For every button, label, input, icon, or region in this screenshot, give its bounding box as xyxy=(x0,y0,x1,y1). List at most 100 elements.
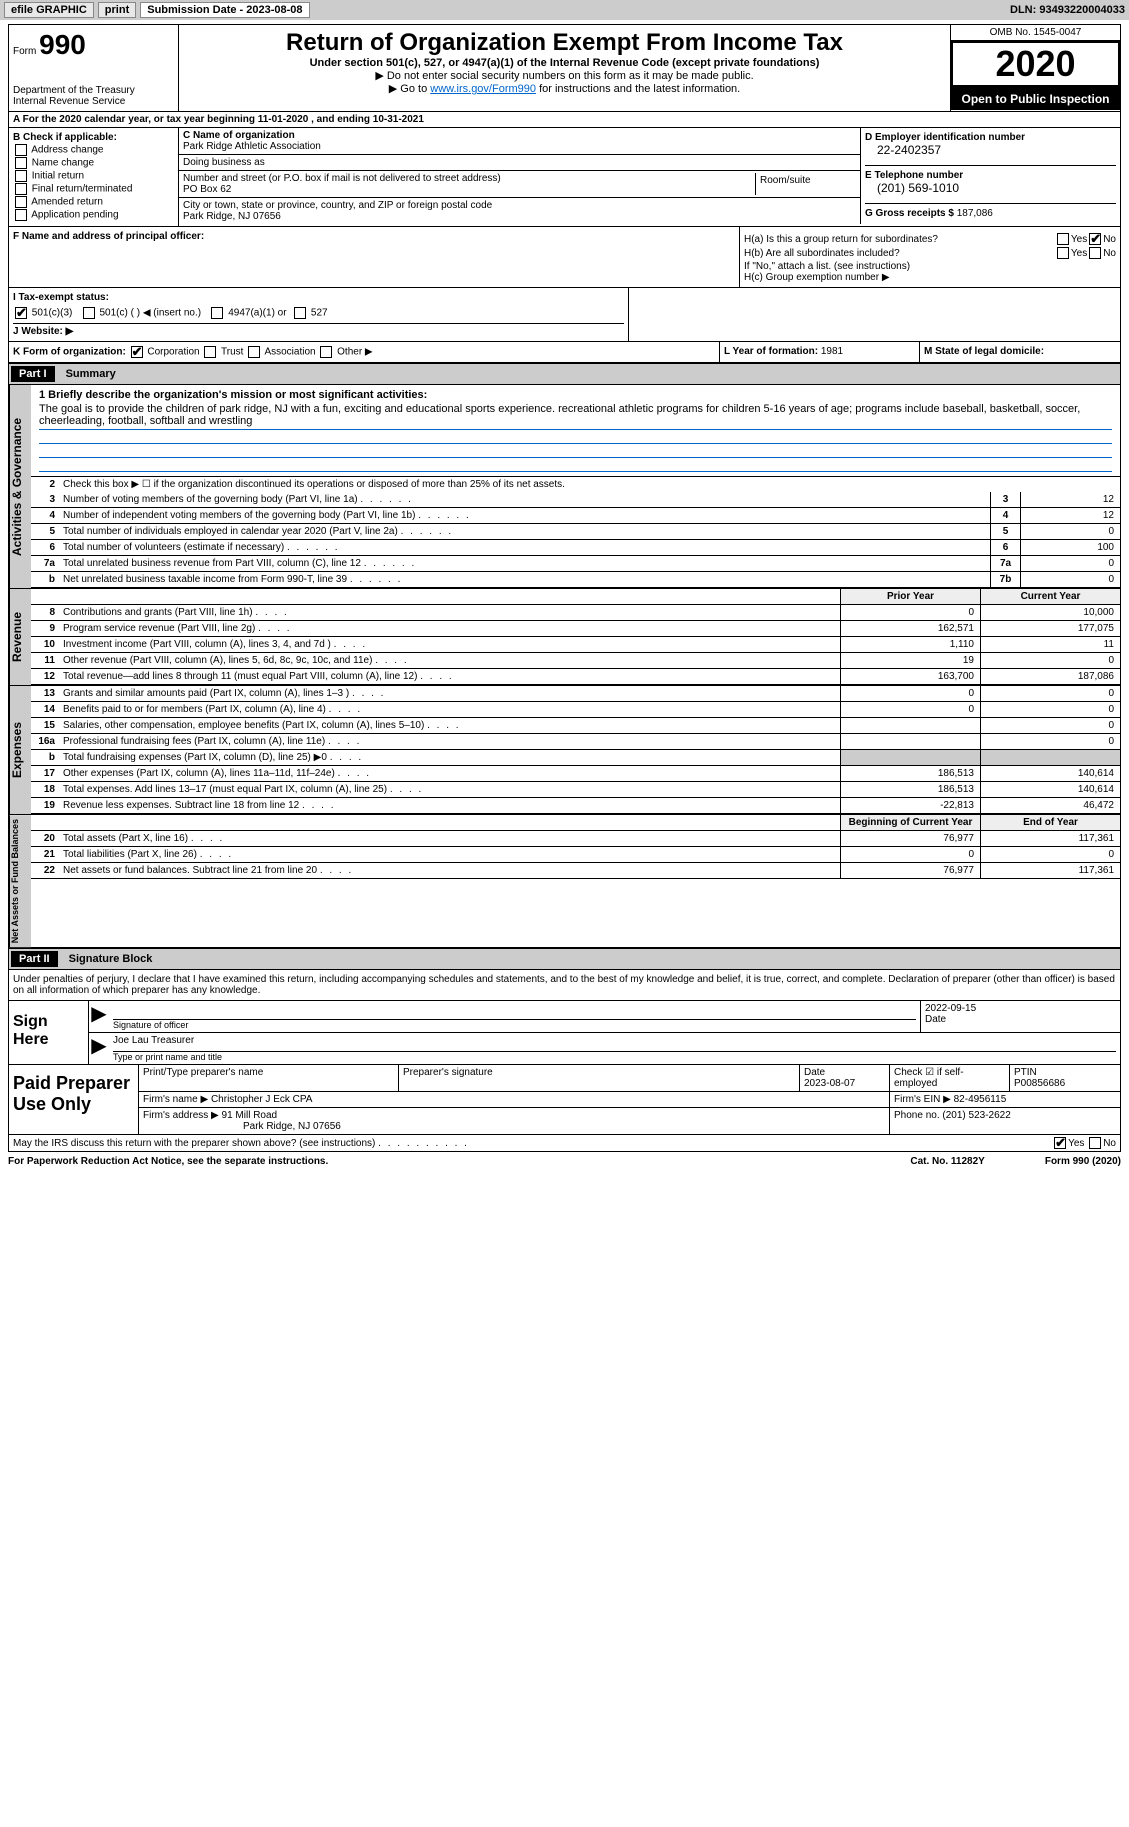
form-footer: Form 990 (2020) xyxy=(1045,1156,1121,1167)
ptin-value: P00856686 xyxy=(1014,1078,1116,1089)
k-other-checkbox[interactable] xyxy=(320,346,332,358)
gov-row: 4Number of independent voting members of… xyxy=(31,508,1120,524)
part-i-header: Part I Summary xyxy=(8,363,1121,385)
i-501c-checkbox[interactable] xyxy=(83,307,95,319)
col-k: K Form of organization: Corporation Trus… xyxy=(9,342,720,362)
form-number: 990 xyxy=(39,29,86,60)
sig-arrow-2: ▶ xyxy=(89,1033,109,1064)
i-501c3-checkbox[interactable] xyxy=(15,307,27,319)
addr-label: Number and street (or P.O. box if mail i… xyxy=(183,173,755,184)
ha-no-checkbox[interactable] xyxy=(1089,233,1101,245)
k-other-label: Other ▶ xyxy=(337,347,372,358)
form-prefix: Form xyxy=(13,46,36,57)
sig-officer-sign xyxy=(113,1003,916,1019)
print-button[interactable]: print xyxy=(98,2,136,18)
form-subtitle: Under section 501(c), 527, or 4947(a)(1)… xyxy=(183,57,946,69)
ein-label: D Employer identification number xyxy=(865,132,1116,143)
rev-content: Prior Year Current Year 8Contributions a… xyxy=(31,589,1120,685)
side-rev-label: Revenue xyxy=(9,589,31,685)
exp-content: 13Grants and similar amounts paid (Part … xyxy=(31,686,1120,814)
colb-option[interactable]: Final return/terminated xyxy=(13,183,174,195)
part-ii-badge: Part II xyxy=(11,951,58,967)
q1-label: 1 Briefly describe the organization's mi… xyxy=(39,389,1112,401)
ha-yes-checkbox[interactable] xyxy=(1057,233,1069,245)
type-name-label: Type or print name and title xyxy=(113,1051,1116,1062)
mission-line-3 xyxy=(39,458,1112,472)
sig-intro: Under penalties of perjury, I declare th… xyxy=(8,970,1121,1001)
gov-content: 1 Briefly describe the organization's mi… xyxy=(31,385,1120,588)
k-assoc-checkbox[interactable] xyxy=(248,346,260,358)
k-corp-label: Corporation xyxy=(147,347,199,358)
gross-label: G Gross receipts $ xyxy=(865,208,954,219)
efile-button[interactable]: efile GRAPHIC xyxy=(4,2,94,18)
col-m: M State of legal domicile: xyxy=(920,342,1120,362)
header-left: Form 990 Department of the Treasury Inte… xyxy=(9,25,179,111)
hb-no-checkbox[interactable] xyxy=(1089,247,1101,259)
room-label: Room/suite xyxy=(756,173,856,195)
k-corp-checkbox[interactable] xyxy=(131,346,143,358)
addr-value: PO Box 62 xyxy=(183,184,755,195)
gross-value: 187,086 xyxy=(957,208,993,219)
col-c: C Name of organization Park Ridge Athlet… xyxy=(179,128,860,224)
prior-year-hdr: Prior Year xyxy=(840,589,980,604)
colb-option[interactable]: Initial return xyxy=(13,170,174,182)
k-trust-label: Trust xyxy=(221,347,243,358)
data-row: 10Investment income (Part VIII, column (… xyxy=(31,637,1120,653)
firm-ein-value: 82-4956115 xyxy=(954,1094,1007,1105)
i-527-checkbox[interactable] xyxy=(294,307,306,319)
col-cd: C Name of organization Park Ridge Athlet… xyxy=(179,128,1120,226)
row-ij: I Tax-exempt status: 501(c)(3) 501(c) ( … xyxy=(8,288,1121,342)
part-ii-header: Part II Signature Block xyxy=(8,948,1121,970)
colb-option[interactable]: Name change xyxy=(13,157,174,169)
colb-option[interactable]: Amended return xyxy=(13,196,174,208)
sig-date-label: Date xyxy=(925,1014,1116,1025)
hb-yes-label: Yes xyxy=(1071,248,1087,259)
prep-date-value: 2023-08-07 xyxy=(804,1078,885,1089)
colb-option[interactable]: Address change xyxy=(13,144,174,156)
m-label: M State of legal domicile: xyxy=(924,346,1044,357)
firm-ein-label: Firm's EIN ▶ xyxy=(894,1094,951,1105)
header-mid: Return of Organization Exempt From Incom… xyxy=(179,25,950,111)
prep-name-label: Print/Type preparer's name xyxy=(143,1067,394,1078)
data-row: 20Total assets (Part X, line 16) . . . .… xyxy=(31,831,1120,847)
discuss-yes-label: Yes xyxy=(1068,1138,1084,1149)
col-f-h: H(a) Is this a group return for subordin… xyxy=(740,227,1120,287)
discuss-no-checkbox[interactable] xyxy=(1089,1137,1101,1149)
firm-addr2: Park Ridge, NJ 07656 xyxy=(143,1121,885,1132)
hb-yes-checkbox[interactable] xyxy=(1057,247,1069,259)
gov-row: 6Total number of volunteers (estimate if… xyxy=(31,540,1120,556)
discuss-yes-checkbox[interactable] xyxy=(1054,1137,1066,1149)
paid-prep-label: Paid Preparer Use Only xyxy=(9,1065,139,1134)
dba-cell: Doing business as xyxy=(179,155,860,171)
toolbar: efile GRAPHIC print Submission Date - 20… xyxy=(0,0,1129,20)
firm-addr1: 91 Mill Road xyxy=(222,1110,278,1121)
summary-net: Net Assets or Fund Balances Beginning of… xyxy=(8,815,1121,948)
gov-row: bNet unrelated business taxable income f… xyxy=(31,572,1120,588)
k-trust-checkbox[interactable] xyxy=(204,346,216,358)
i-4947-checkbox[interactable] xyxy=(211,307,223,319)
data-row: 13Grants and similar amounts paid (Part … xyxy=(31,686,1120,702)
dln-label: DLN: 93493220004033 xyxy=(1010,4,1125,16)
paperwork-notice: For Paperwork Reduction Act Notice, see … xyxy=(8,1156,910,1167)
ptin-label: PTIN xyxy=(1014,1067,1116,1078)
omb-number: OMB No. 1545-0047 xyxy=(951,25,1120,41)
f-label: F Name and address of principal officer: xyxy=(13,231,735,242)
colb-option[interactable]: Application pending xyxy=(13,209,174,221)
discuss-no-label: No xyxy=(1103,1138,1116,1149)
phone-label: E Telephone number xyxy=(865,165,1116,181)
col-l: L Year of formation: 1981 xyxy=(720,342,920,362)
hb-note: If "No," attach a list. (see instruction… xyxy=(744,261,1116,272)
form990-link[interactable]: www.irs.gov/Form990 xyxy=(430,83,536,95)
firm-name-label: Firm's name ▶ xyxy=(143,1094,208,1105)
cat-no: Cat. No. 11282Y xyxy=(910,1156,984,1167)
ein-value: 22-2402357 xyxy=(865,143,1116,157)
col-f-principal: F Name and address of principal officer: xyxy=(9,227,740,287)
col-j-empty xyxy=(629,288,1120,341)
data-row: 19Revenue less expenses. Subtract line 1… xyxy=(31,798,1120,814)
side-exp-label: Expenses xyxy=(9,686,31,814)
firm-addr-label: Firm's address ▶ xyxy=(143,1110,219,1121)
data-row: 17Other expenses (Part IX, column (A), l… xyxy=(31,766,1120,782)
org-name-label: C Name of organization xyxy=(183,130,856,141)
sig-date-value: 2022-09-15 xyxy=(925,1003,1116,1014)
k-assoc-label: Association xyxy=(264,347,315,358)
